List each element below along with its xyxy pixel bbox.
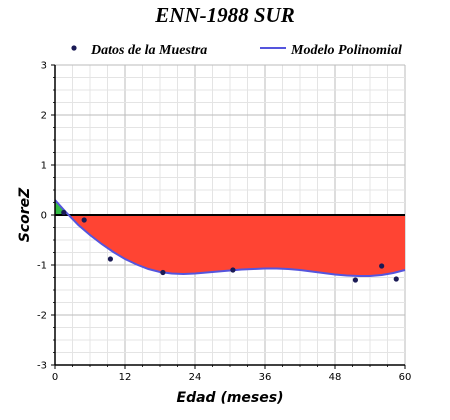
x-tick-label: 24 [189,372,202,383]
x-tick-label: 0 [52,372,58,383]
data-point [379,263,385,269]
y-tick-label: 2 [41,111,47,122]
y-tick-label: -2 [37,311,47,322]
data-point [230,267,236,273]
y-tick-label: -1 [37,261,47,272]
y-tick-label: 3 [41,61,47,72]
x-tick-label: 12 [119,372,132,383]
chart-title: ENN-1988 SUR [154,3,294,27]
area-below-zero [68,215,405,276]
data-point [352,277,359,283]
data-point [107,256,114,262]
y-tick-label: 1 [41,161,47,172]
area-above-zero [55,200,69,215]
y-tick-label: 0 [41,211,47,222]
x-tick-label: 36 [259,372,272,383]
legend-label-model: Modelo Polinomial [290,43,402,58]
x-tick-label: 48 [329,372,342,383]
legend: Datos de la Muestra Modelo Polinomial [71,43,402,58]
legend-label-sample: Datos de la Muestra [90,43,207,58]
x-tick-label: 60 [399,372,412,383]
data-point [81,217,87,223]
model-line [54,199,406,277]
data-point [160,269,166,276]
y-axis-label: ScoreZ [17,187,33,242]
data-point [393,276,399,282]
x-axis-label: Edad (meses) [177,390,284,406]
y-tick-label: -3 [37,361,47,372]
legend-marker-sample [71,45,77,51]
data-point [61,209,67,216]
